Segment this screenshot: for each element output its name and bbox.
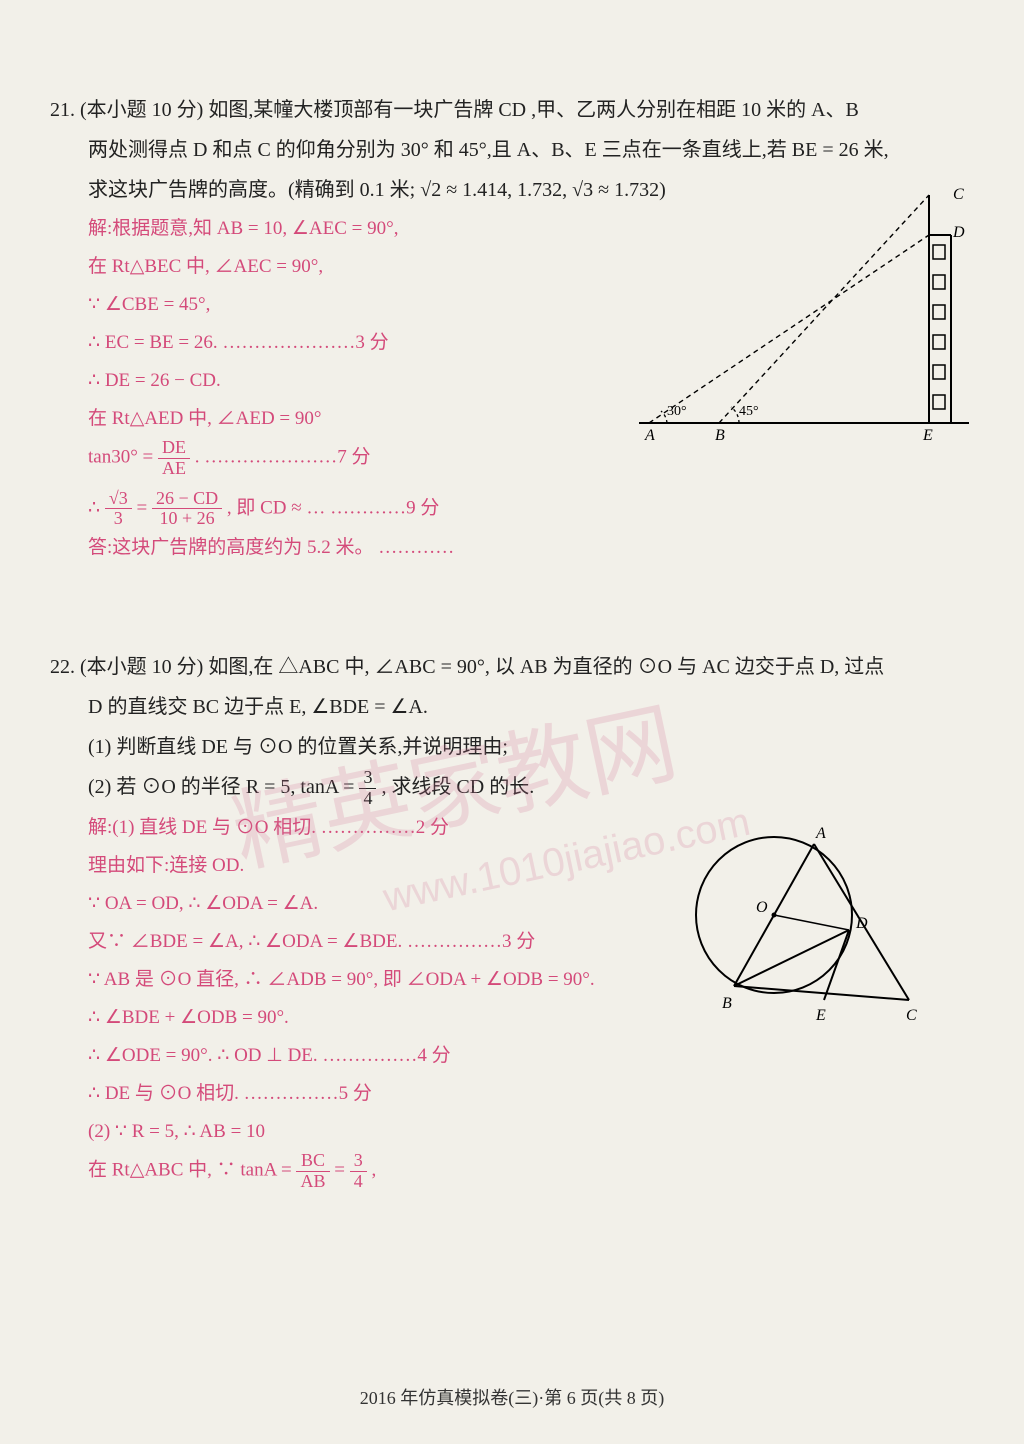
label-E: E — [922, 427, 933, 444]
svg-text:D: D — [952, 224, 965, 241]
q21-sol9: 答:这块广告牌的高度约为 5.2 米。 ………… — [50, 529, 974, 567]
q22-part2-post: , 求线段 CD 的长. — [381, 776, 534, 798]
q21-sol7-num: DE — [158, 438, 190, 459]
q21-sol8-fraca: √3 3 — [105, 489, 132, 530]
q22-sol10-mid: = — [334, 1160, 349, 1181]
q22-sol8: ∴ DE 与 ⊙O 相切. ……………5 分 — [50, 1075, 974, 1113]
label-B: B — [715, 427, 725, 444]
q21-body2: 两处测得点 D 和点 C 的仰角分别为 30° 和 45°,且 A、B、E 三点… — [50, 130, 974, 170]
q22-part2-frac: 3 4 — [359, 768, 376, 809]
q21-body1: 如图,某幢大楼顶部有一块广告牌 CD ,甲、乙两人分别在相距 10 米的 A、B — [208, 99, 859, 121]
q21-points: (本小题 10 分) — [80, 99, 203, 121]
q21-sol8-mid: = — [136, 497, 151, 518]
q22-sol10a-num: BC — [296, 1151, 329, 1172]
q22-sol10-fraca: BC AB — [296, 1151, 329, 1192]
page: 精英家教网 www.1010jiajiao.com 21. (本小题 10 分)… — [0, 0, 1024, 1444]
q22-number: 22. — [50, 656, 75, 678]
q22-sol10-fracb: 3 4 — [350, 1151, 367, 1192]
q21-sol8b-num: 26 − CD — [152, 489, 222, 510]
label-E2: E — [815, 1007, 826, 1024]
q21-line1: 21. (本小题 10 分) 如图,某幢大楼顶部有一块广告牌 CD ,甲、乙两人… — [50, 90, 974, 130]
q22-svg: O A B D E C — [674, 800, 954, 1060]
q22-line1: 22. (本小题 10 分) 如图,在 △ABC 中, ∠ABC = 90°, … — [50, 647, 974, 687]
label-C2: C — [906, 1007, 917, 1024]
q22-body1: 如图,在 △ABC 中, ∠ABC = 90°, 以 AB 为直径的 ⊙O 与 … — [208, 656, 884, 678]
q22-points: (本小题 10 分) — [80, 656, 203, 678]
q21-sol7-pre: tan30° = — [88, 447, 158, 468]
label-O: O — [756, 899, 768, 916]
q22-sol10b-num: 3 — [350, 1151, 367, 1172]
page-footer: 2016 年仿真模拟卷(三)·第 6 页(共 8 页) — [0, 1380, 1024, 1416]
label-A2: A — [815, 825, 826, 842]
q21-sol7-frac: DE AE — [158, 438, 190, 479]
q22-part1: (1) 判断直线 DE 与 ⊙O 的位置关系,并说明理由; — [50, 727, 974, 767]
q21-sol8-post: , 即 CD ≈ … …………9 分 — [227, 497, 440, 518]
q22-sol10b-den: 4 — [350, 1172, 367, 1192]
q21-sol7-den: AE — [158, 459, 190, 479]
angle-30: 30° — [667, 404, 687, 419]
q22-sol10-pre: 在 Rt△ABC 中, ∵ tanA = — [88, 1160, 296, 1181]
q21-sol8: ∴ √3 3 = 26 − CD 10 + 26 , 即 CD ≈ … …………… — [50, 489, 974, 530]
label-B2: B — [722, 995, 732, 1012]
q21-sol8a-den: 3 — [105, 509, 132, 529]
q21-svg: A B E C D 30° 45° — [639, 185, 969, 445]
q21-diagram: A B E C D 30° 45° — [639, 185, 969, 445]
q22-part2-num: 3 — [359, 768, 376, 789]
label-A: A — [644, 427, 655, 444]
q21-sol8b-den: 10 + 26 — [152, 509, 222, 529]
q22-sol10-post: , — [371, 1160, 376, 1181]
q21-sol7-post: . …………………7 分 — [195, 447, 371, 468]
q22-diagram: O A B D E C — [674, 800, 954, 1060]
q21-number: 21. — [50, 99, 75, 121]
label-D2: D — [855, 915, 868, 932]
q21-sol8a-num: √3 — [105, 489, 132, 510]
q22-part2-pre: (2) 若 ⊙O 的半径 R = 5, tanA = — [88, 776, 359, 798]
svg-text:C: C — [953, 186, 964, 203]
q21-sol8-fracb: 26 − CD 10 + 26 — [152, 489, 222, 530]
q22-part2-den: 4 — [359, 789, 376, 809]
q21-sol8-pre: ∴ — [88, 497, 105, 518]
q22-body2: D 的直线交 BC 边于点 E, ∠BDE = ∠A. — [50, 687, 974, 727]
q22-sol9: (2) ∵ R = 5, ∴ AB = 10 — [50, 1113, 974, 1151]
q22-sol10: 在 Rt△ABC 中, ∵ tanA = BC AB = 3 4 , — [50, 1151, 974, 1192]
angle-45: 45° — [739, 404, 759, 419]
q22-sol10a-den: AB — [296, 1172, 329, 1192]
